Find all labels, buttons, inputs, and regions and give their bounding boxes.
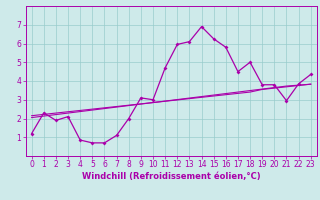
X-axis label: Windchill (Refroidissement éolien,°C): Windchill (Refroidissement éolien,°C) xyxy=(82,172,260,181)
